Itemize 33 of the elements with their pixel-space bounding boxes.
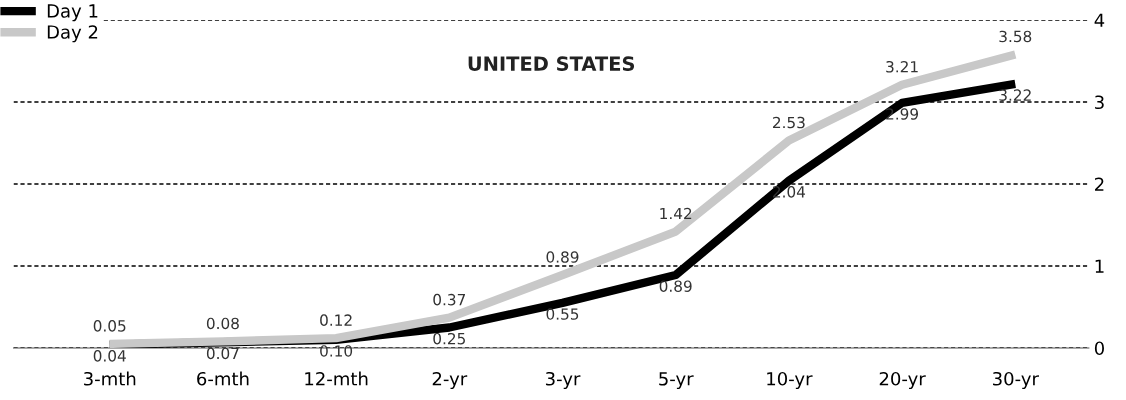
data-label: 0.05 — [93, 320, 126, 332]
y-tick-label: 4 — [1094, 13, 1105, 27]
data-label: 0.10 — [320, 345, 353, 357]
data-label: 0.08 — [206, 317, 239, 330]
y-tick-label: 0 — [1094, 341, 1104, 356]
x-tick-label: 5-yr — [659, 372, 694, 390]
legend-label: Day 1 — [47, 4, 98, 22]
data-label: 3.21 — [886, 60, 918, 73]
data-label: 0.89 — [659, 280, 692, 292]
text: UNITED STATES — [468, 56, 635, 71]
data-label: 0.89 — [546, 251, 579, 263]
x-tick-label: 20-yr — [879, 371, 926, 390]
x-tick-label: 6-mth — [197, 371, 249, 386]
x-tick-label: 3-mth — [84, 371, 136, 386]
y-tick-label: 2 — [1095, 177, 1104, 191]
data-label: 0.25 — [433, 332, 465, 345]
x-tick-label: 12-mth — [305, 371, 368, 386]
x-tick-label: 2-yr — [432, 371, 468, 390]
x-tick-label: 3-yr — [545, 371, 581, 390]
x-tick-label: 10-yr — [767, 371, 813, 390]
data-label: 1.42 — [660, 207, 692, 220]
data-label: 0.07 — [206, 347, 239, 360]
data-label: 0.37 — [433, 293, 466, 306]
legend-label: Day 2 — [47, 25, 98, 43]
x-tick-label: 30-yr — [993, 371, 1039, 390]
data-label: 3.22 — [999, 89, 1031, 101]
data-label: 3.58 — [999, 30, 1032, 43]
data-label: 0.12 — [320, 314, 352, 326]
data-label: 0.04 — [93, 350, 126, 362]
y-tick-label: 1 — [1095, 259, 1104, 273]
data-label: 2.53 — [772, 116, 805, 129]
y-tick-label: 3 — [1095, 95, 1104, 110]
data-label: 0.55 — [546, 308, 579, 320]
